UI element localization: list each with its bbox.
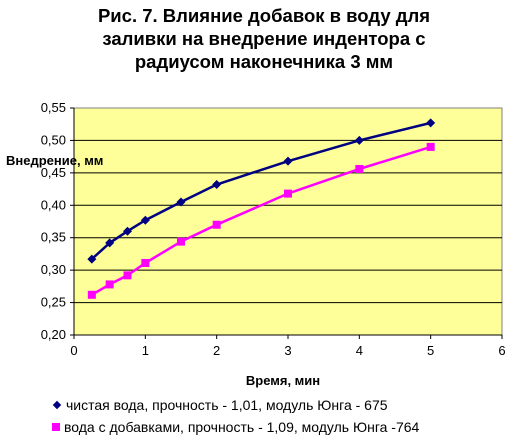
chart-title-line: радиусом наконечника 3 мм	[134, 51, 394, 72]
data-point	[87, 290, 96, 299]
series-1	[87, 118, 436, 264]
x-tick-label: 4	[356, 343, 363, 358]
data-point	[140, 215, 150, 225]
y-tick-label: 0,55	[41, 100, 66, 115]
data-point	[212, 180, 222, 190]
data-point	[105, 238, 115, 248]
x-tick-label: 0	[70, 343, 77, 358]
legend-label: чистая вода, прочность - 1,01, модуль Юн…	[66, 397, 388, 413]
data-point	[87, 254, 97, 264]
data-point	[354, 135, 364, 145]
data-point	[123, 271, 132, 280]
data-point	[176, 197, 186, 207]
x-tick-label: 1	[142, 343, 149, 358]
plot-area	[73, 107, 503, 336]
legend-diamond-marker	[52, 400, 62, 410]
chart-legend: чистая вода, прочность - 1,01, модуль Юн…	[52, 394, 419, 438]
chart-title-line: Рис. 7. Влияние добавок в воду для	[97, 5, 431, 26]
y-tick-label: 0,25	[41, 295, 66, 310]
x-tick-label: 5	[427, 343, 434, 358]
data-point	[283, 156, 293, 166]
y-axis-label: Внедрение, мм	[6, 153, 103, 168]
data-point	[123, 226, 132, 236]
data-point	[212, 220, 221, 229]
chart-title-line: заливки на внедрение индентора с	[102, 28, 426, 49]
data-point	[105, 280, 114, 289]
data-point	[177, 237, 185, 246]
data-point	[355, 164, 364, 173]
legend-label: вода с добавками, прочность - 1,09, моду…	[64, 419, 420, 435]
y-tick-label: 0,30	[41, 262, 66, 277]
legend-item-series-1: чистая вода, прочность - 1,01, модуль Юн…	[52, 394, 419, 416]
legend-square-marker	[52, 423, 60, 431]
data-point	[426, 142, 435, 151]
data-point	[141, 259, 150, 268]
data-point	[426, 118, 436, 128]
y-tick-label: 0,50	[41, 132, 66, 147]
x-axis-label: Время, мин	[246, 373, 320, 388]
x-tick-label: 2	[213, 343, 220, 358]
x-tick-label: 3	[284, 343, 291, 358]
chart-title: Рис. 7. Влияние добавок в воду для залив…	[0, 4, 528, 73]
data-point	[284, 189, 292, 198]
y-tick-label: 0,20	[41, 327, 66, 342]
y-tick-label: 0,40	[41, 197, 66, 212]
x-tick-label: 6	[498, 343, 505, 358]
legend-item-series-2: вода с добавками, прочность - 1,09, моду…	[52, 416, 419, 438]
y-tick-label: 0,45	[41, 165, 66, 180]
y-tick-label: 0,35	[41, 230, 66, 245]
series-2	[87, 142, 435, 299]
